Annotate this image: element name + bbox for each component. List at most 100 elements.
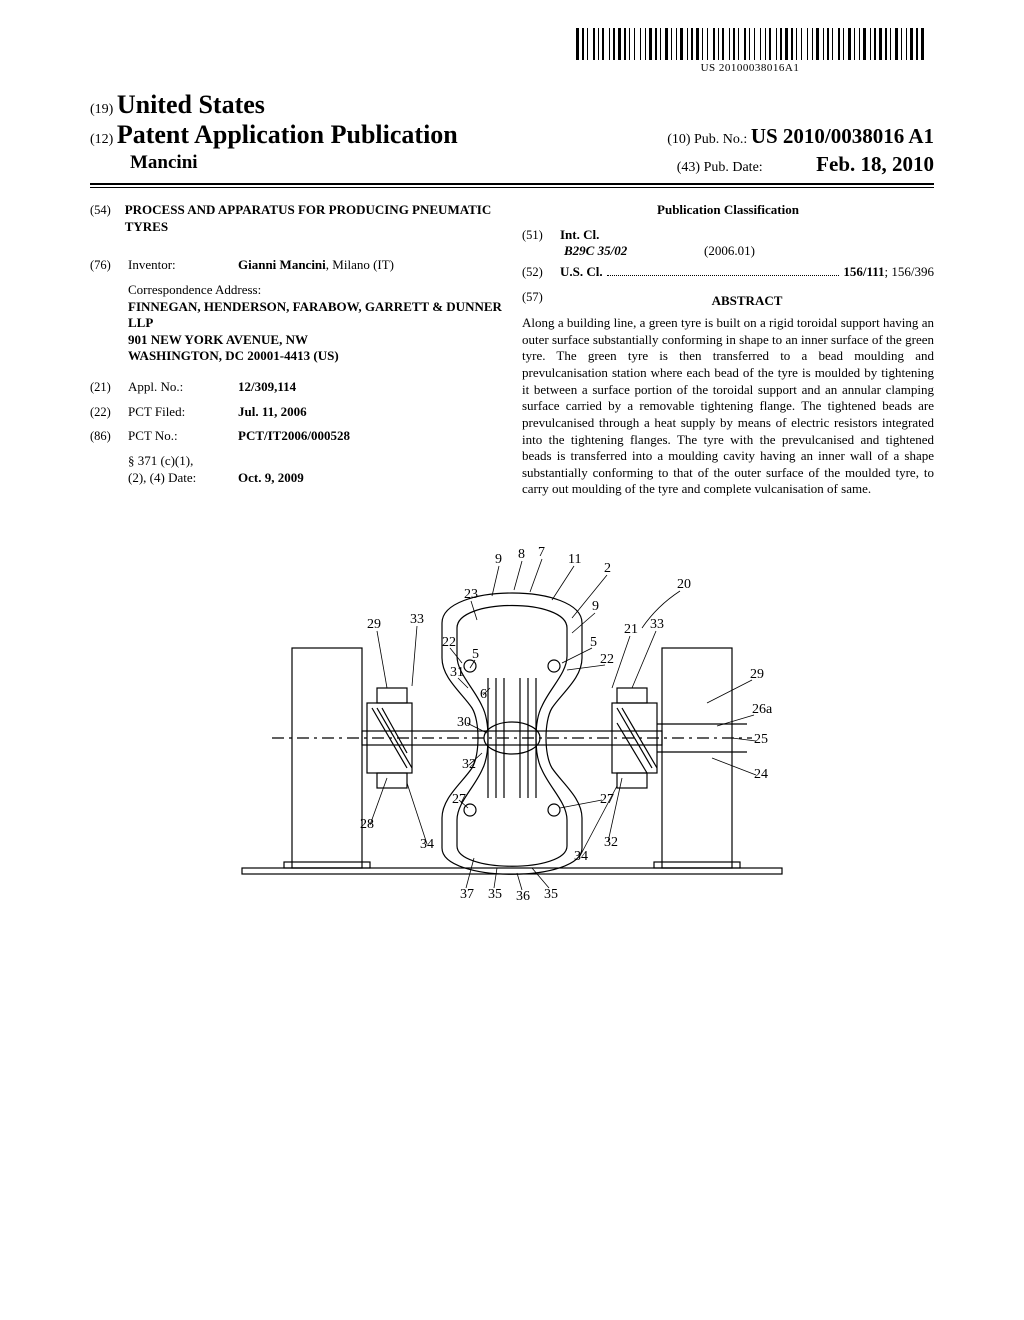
figure-area: 9 8 7 11 2 20 9 29 33 23 — [90, 528, 934, 913]
ipc-date: (2006.01) — [704, 243, 755, 260]
tyre-inner — [457, 606, 567, 867]
pub-left: (12) Patent Application Publication — [90, 120, 458, 150]
bead-ring — [548, 660, 560, 672]
title-row: (54) PROCESS AND APPARATUS FOR PRODUCING… — [90, 202, 502, 249]
uscl-dots — [607, 264, 840, 275]
ref-22b: 22 — [600, 652, 614, 667]
ref-31: 31 — [450, 665, 464, 680]
appl-no: 12/309,114 — [238, 379, 296, 396]
intcl-label: Int. Cl. — [560, 227, 599, 244]
header: (19) United States (12) Patent Applicati… — [90, 90, 934, 177]
rule-thin — [90, 187, 934, 188]
uscl-values: 156/111; 156/396 — [843, 264, 934, 281]
pct-no: PCT/IT2006/000528 — [238, 428, 350, 445]
pctfiled-date: Jul. 11, 2006 — [238, 404, 307, 421]
inventor-loc: , Milano (IT) — [326, 257, 394, 272]
inid-title: (54) — [90, 202, 125, 249]
bead-ring — [548, 804, 560, 816]
barcode — [576, 28, 924, 60]
inid-intcl: (51) — [522, 227, 560, 244]
inventor-name: Gianni Mancini — [238, 257, 326, 272]
uscl-row: (52) U.S. Cl. 156/111; 156/396 — [522, 264, 934, 281]
inid-pubdate: (43) — [677, 160, 700, 175]
patent-page: US 20100038016A1 (19) United States (12)… — [0, 0, 1024, 1320]
pctfiled-label: PCT Filed: — [128, 404, 238, 421]
ref-30: 30 — [457, 715, 471, 730]
ref-33b: 33 — [650, 617, 664, 632]
ref-29: 29 — [367, 617, 381, 632]
invention-title: PROCESS AND APPARATUS FOR PRODUCING PNEU… — [125, 202, 502, 235]
pub-line: (12) Patent Application Publication (10)… — [90, 120, 934, 150]
country-name: United States — [117, 90, 265, 119]
inventor-row: (76) Inventor: Gianni Mancini, Milano (I… — [90, 257, 502, 274]
s371-label: § 371 (c)(1), — [128, 453, 502, 470]
right-column-foot — [654, 862, 740, 868]
base-plate — [242, 868, 782, 874]
ref-29b: 29 — [750, 667, 764, 682]
ref-26a: 26a — [752, 702, 773, 717]
ref-8: 8 — [518, 547, 525, 562]
ref-23: 23 — [464, 587, 478, 602]
corr-name: FINNEGAN, HENDERSON, FARABOW, GARRETT & … — [128, 299, 502, 316]
abstract-heading: ABSTRACT — [560, 293, 934, 310]
ref-5: 5 — [472, 647, 479, 662]
inid-pctfiled: (22) — [90, 404, 128, 421]
s371-date-row: (2), (4) Date: Oct. 9, 2009 — [128, 470, 502, 487]
ref-20: 20 — [677, 577, 691, 592]
inid-pctno: (86) — [90, 428, 128, 445]
rule-thick — [90, 183, 934, 185]
ref-37: 37 — [460, 887, 474, 902]
abstract-heading-row: (57) ABSTRACT — [522, 289, 934, 316]
pctno-label: PCT No.: — [128, 428, 238, 445]
ref-34b: 34 — [574, 849, 588, 864]
left-column — [292, 648, 362, 868]
corr-street: 901 NEW YORK AVENUE, NW — [128, 332, 502, 349]
corr-city: WASHINGTON, DC 20001-4413 (US) — [128, 348, 502, 365]
s371-date-label: (2), (4) Date: — [128, 470, 238, 487]
ref-35: 35 — [488, 887, 502, 902]
corr-llp: LLP — [128, 315, 502, 332]
ref-5b: 5 — [590, 635, 597, 650]
ref-32b: 32 — [604, 835, 618, 850]
ipc-code: B29C 35/02 — [564, 243, 704, 260]
inid-abstract: (57) — [522, 289, 560, 316]
s371-block: § 371 (c)(1), (2), (4) Date: Oct. 9, 200… — [128, 453, 502, 486]
inventor-value: Gianni Mancini, Milano (IT) — [238, 257, 394, 274]
pctno-row: (86) PCT No.: PCT/IT2006/000528 — [90, 428, 502, 445]
pub-class-heading: Publication Classification — [522, 202, 934, 219]
uscl-other: ; 156/396 — [885, 264, 934, 279]
ref-25: 25 — [754, 732, 768, 747]
patent-figure: 9 8 7 11 2 20 9 29 33 23 — [212, 528, 812, 908]
right-column: Publication Classification (51) Int. Cl.… — [522, 202, 934, 498]
ref-33: 33 — [410, 612, 424, 627]
inid-inventor: (76) — [90, 257, 128, 274]
author-left: Mancini — [90, 152, 198, 177]
pubdate-label: Pub. Date: — [704, 160, 763, 175]
left-column-foot — [284, 862, 370, 868]
author-line: Mancini (43) Pub. Date: Feb. 18, 2010 — [90, 152, 934, 177]
ref-35b: 35 — [544, 887, 558, 902]
ref-22: 22 — [442, 635, 456, 650]
ref-9: 9 — [495, 552, 502, 567]
pubdate-block: (43) Pub. Date: Feb. 18, 2010 — [677, 152, 934, 177]
pub-date: Feb. 18, 2010 — [816, 152, 934, 176]
right-column — [662, 648, 732, 868]
abstract-text: Along a building line, a green tyre is b… — [522, 315, 934, 498]
author-surname: Mancini — [130, 152, 198, 173]
inid-appl: (21) — [90, 379, 128, 396]
ref-9b: 9 — [592, 599, 599, 614]
tyre-outer — [442, 593, 582, 874]
ref-36: 36 — [516, 889, 530, 904]
pub-number: US 2010/0038016 A1 — [751, 124, 934, 148]
ref-34: 34 — [420, 837, 434, 852]
inid-uscl: (52) — [522, 264, 560, 280]
intcl-row: (51) Int. Cl. — [522, 227, 934, 244]
inventor-label: Inventor: — [128, 257, 238, 274]
ref-21: 21 — [624, 622, 638, 637]
barcode-text: US 20100038016A1 — [576, 62, 924, 74]
ref-2: 2 — [604, 561, 611, 576]
inid-pubno: (10) — [667, 132, 690, 147]
pctfiled-row: (22) PCT Filed: Jul. 11, 2006 — [90, 404, 502, 421]
inid-pubtype: (12) — [90, 132, 113, 147]
s371-date: Oct. 9, 2009 — [238, 470, 304, 487]
